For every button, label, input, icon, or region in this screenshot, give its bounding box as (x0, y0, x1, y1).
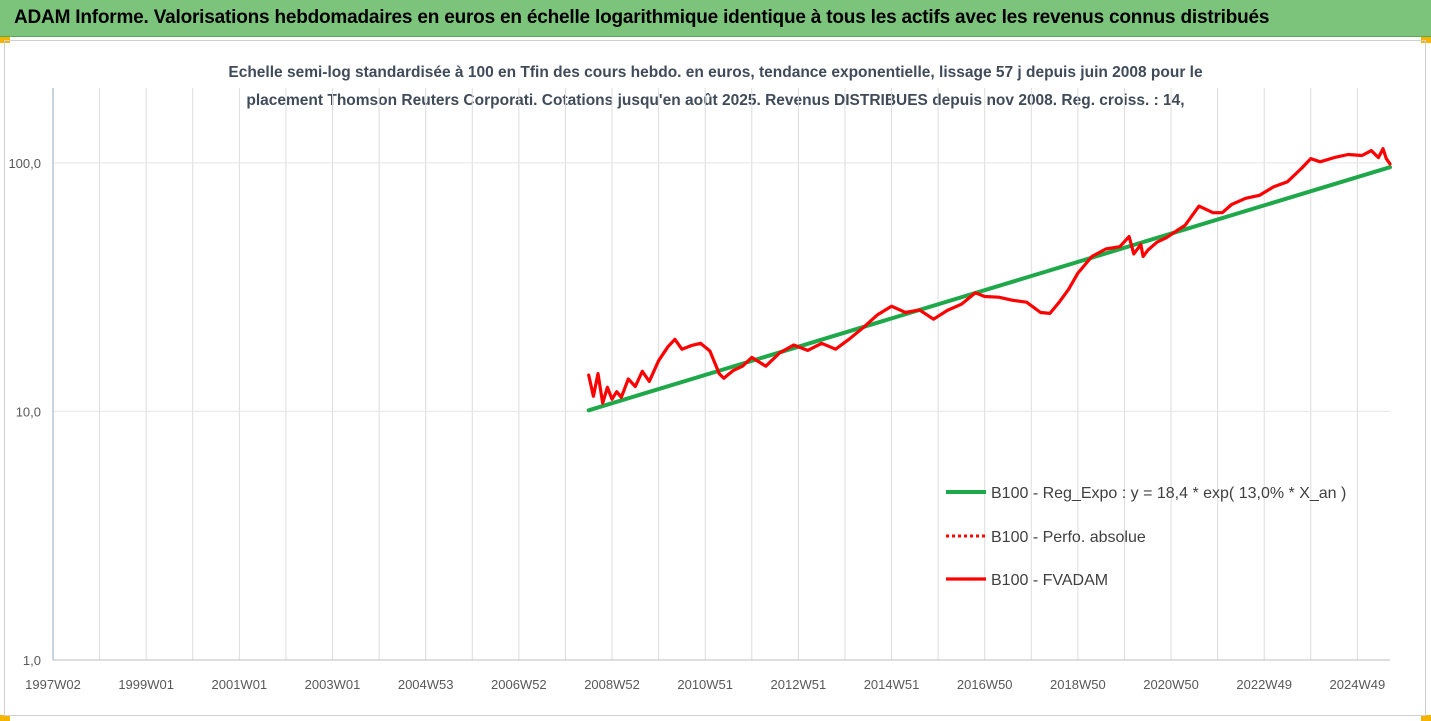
series-line-0 (586, 165, 1392, 413)
x-tick-label: 2012W51 (771, 677, 827, 692)
y-tick-label: 100,0 (8, 156, 41, 171)
legend: B100 - Reg_Expo : y = 18,4 * exp( 13,0% … (946, 485, 1346, 589)
y-tick-label: 1,0 (23, 653, 41, 668)
corner-mark-bottom-right (1421, 715, 1431, 721)
corner-mark-bottom-left (0, 715, 10, 721)
chart-title-line-2: placement Thomson Reuters Corporati. Cot… (246, 92, 1185, 109)
x-tick-label: 2016W50 (957, 677, 1013, 692)
x-tick-label: 1997W02 (25, 677, 81, 692)
legend-label: B100 - Perfo. absolue (991, 529, 1146, 546)
corner-mark-right (1421, 37, 1431, 43)
x-tick-label: 2014W51 (864, 677, 920, 692)
legend-label: B100 - FVADAM (991, 572, 1108, 589)
x-tick-label: 2008W52 (584, 677, 640, 692)
x-tick-label: 2022W49 (1236, 677, 1292, 692)
x-tick-label: 2001W01 (212, 677, 268, 692)
axes: 1,0 10,0 100,0 1997W02 1999W01 2001W01 2003W01… (8, 88, 1390, 692)
x-tick-label: 2003W01 (305, 677, 361, 692)
x-tick-label: 1999W01 (118, 677, 174, 692)
series-lines (586, 147, 1392, 413)
y-tick-label: 10,0 (16, 404, 41, 419)
chart-frame (4, 40, 1426, 716)
report-title: ADAM Informe. Valorisations hebdomadaire… (14, 7, 1270, 28)
x-tick-label: 2006W52 (491, 677, 547, 692)
header-banner: ADAM Informe. Valorisations hebdomadaire… (0, 0, 1431, 37)
x-tick-label: 2018W50 (1050, 677, 1106, 692)
x-tick-label: 2004W53 (398, 677, 454, 692)
x-tick-label: 2024W49 (1330, 677, 1386, 692)
x-tick-label: 2020W50 (1143, 677, 1199, 692)
legend-label: B100 - Reg_Expo : y = 18,4 * exp( 13,0% … (991, 485, 1346, 502)
x-tick-label: 2010W51 (677, 677, 733, 692)
chart-title-line-1: Echelle semi-log standardisée à 100 en T… (228, 64, 1203, 81)
series-line-2 (587, 147, 1392, 405)
